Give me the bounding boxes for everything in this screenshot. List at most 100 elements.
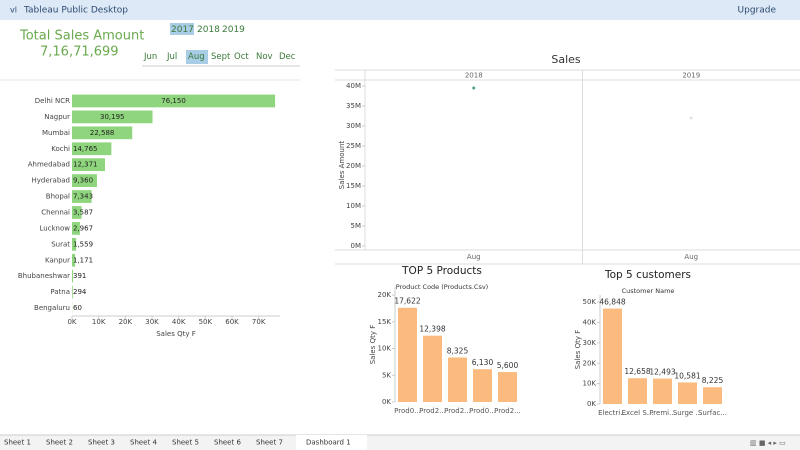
y-tick-label: 5K xyxy=(382,371,391,379)
value-label: 46,848 xyxy=(599,298,625,307)
category-label: Hyderabad xyxy=(32,177,71,185)
chart-title: TOP 5 Products xyxy=(401,265,482,277)
bar xyxy=(72,110,153,124)
bar xyxy=(473,369,492,402)
chart-subtitle: Product Code (Products.Csv) xyxy=(396,283,488,291)
month-filter[interactable]: Dec xyxy=(279,52,296,62)
y-axis-label: Sales Qty F xyxy=(574,330,582,370)
value-label: 76,150 xyxy=(161,97,186,105)
y-axis-label: Sales Amount xyxy=(338,141,346,190)
category-label: Surat xyxy=(51,240,70,248)
x-tick-label: Aug xyxy=(684,253,698,261)
sheet-tab[interactable]: Sheet 4 xyxy=(130,439,157,447)
value-label: 22,588 xyxy=(90,129,115,137)
bar xyxy=(678,382,697,404)
category-label: Bengaluru xyxy=(34,304,70,312)
point xyxy=(472,86,476,90)
y-tick-label: 0K xyxy=(382,398,391,406)
value-label: 5,600 xyxy=(497,361,519,370)
y-tick-label: 10M xyxy=(346,202,361,210)
bar xyxy=(72,206,82,219)
panel-header: 2018 xyxy=(465,72,483,80)
sheet-tab[interactable]: Dashboard 1 xyxy=(306,439,351,447)
month-filter[interactable]: Jul xyxy=(166,52,177,62)
value-label: 12,658 xyxy=(624,367,650,376)
x-tick-label: Prod0... xyxy=(469,407,496,415)
value-label: 7,343 xyxy=(73,193,93,201)
y-tick-label: 5M xyxy=(351,222,362,230)
bar xyxy=(72,269,74,283)
bar xyxy=(72,94,276,108)
status-icons[interactable]: ▥ ■ ◂ ▸ ▭ xyxy=(750,439,786,447)
bar xyxy=(72,253,76,267)
bar xyxy=(72,190,92,203)
sheet-tab[interactable]: Sheet 6 xyxy=(214,439,241,447)
sheet-tab[interactable]: Sheet 7 xyxy=(256,439,283,447)
chart-title: Sales xyxy=(551,53,581,66)
value-label: 6,130 xyxy=(472,358,494,367)
category-label: Bhopal xyxy=(46,193,70,201)
x-tick-label: 30K xyxy=(145,318,159,326)
year-filter[interactable]: 2019 xyxy=(222,25,245,35)
month-filter[interactable]: Aug xyxy=(188,52,205,62)
y-tick-label: 15M xyxy=(346,182,361,190)
upgrade-button[interactable]: Upgrade xyxy=(738,6,777,16)
app-title: Tableau Public Desktop xyxy=(23,6,128,16)
month-filter[interactable]: Nov xyxy=(256,52,273,62)
value-label: 30,195 xyxy=(100,113,125,121)
year-filter[interactable]: 2018 xyxy=(197,25,220,35)
y-tick-label: 0M xyxy=(351,242,362,250)
sheet-tab[interactable]: Sheet 1 xyxy=(4,439,31,447)
bar xyxy=(653,378,672,404)
x-tick-label: 70K xyxy=(252,318,266,326)
y-tick-label: 40M xyxy=(346,82,361,90)
active-tab xyxy=(296,435,367,450)
sheet-tab[interactable]: Sheet 5 xyxy=(172,439,199,447)
category-label: Ahmedabad xyxy=(28,161,70,169)
point xyxy=(689,116,693,120)
x-tick-label: Surge ... xyxy=(673,409,702,417)
category-label: Chennai xyxy=(41,208,70,216)
value-label: 12,371 xyxy=(73,161,98,169)
bar xyxy=(72,142,112,156)
bar xyxy=(603,308,622,404)
sheet-tab[interactable]: Sheet 3 xyxy=(88,439,115,447)
category-label: Nagpur xyxy=(44,113,70,121)
value-label: 10,581 xyxy=(674,371,700,380)
y-tick-label: 35M xyxy=(346,102,361,110)
value-label: 2,967 xyxy=(73,224,93,232)
bar xyxy=(398,307,417,402)
y-tick-label: 0K xyxy=(587,400,596,408)
y-tick-label: 20K xyxy=(583,359,597,367)
y-tick-label: 10K xyxy=(378,345,392,353)
value-label: 12,398 xyxy=(419,325,445,334)
x-tick-label: 60K xyxy=(225,318,239,326)
y-tick-label: 20M xyxy=(346,162,361,170)
x-tick-label: Prod0... xyxy=(394,407,421,415)
month-filter[interactable]: Jun xyxy=(143,52,157,62)
bar xyxy=(72,126,133,140)
category-label: Delhi NCR xyxy=(35,97,70,105)
value-label: 12,493 xyxy=(649,368,675,377)
sheet-tab[interactable]: Sheet 2 xyxy=(46,439,73,447)
x-tick-label: 20K xyxy=(119,318,133,326)
kpi-label: Total Sales Amount xyxy=(19,29,144,44)
bar xyxy=(72,285,73,299)
value-label: 1,171 xyxy=(73,256,93,264)
title-bar xyxy=(0,0,800,20)
value-label: 17,622 xyxy=(394,297,420,306)
month-filter[interactable]: Oct xyxy=(234,52,249,62)
x-tick-label: Prod2... xyxy=(419,407,446,415)
year-filter[interactable]: 2017 xyxy=(171,25,194,35)
value-label: 3,587 xyxy=(73,208,93,216)
category-label: Mumbai xyxy=(42,129,70,137)
y-tick-label: 10K xyxy=(583,380,597,388)
bar xyxy=(72,158,105,172)
y-tick-label: 25M xyxy=(346,142,361,150)
bar xyxy=(703,387,722,404)
bar xyxy=(72,222,80,235)
value-label: 60 xyxy=(73,304,82,312)
category-label: Patna xyxy=(50,288,70,296)
x-tick-label: Aug xyxy=(467,253,481,261)
month-filter[interactable]: Sept xyxy=(211,52,231,62)
